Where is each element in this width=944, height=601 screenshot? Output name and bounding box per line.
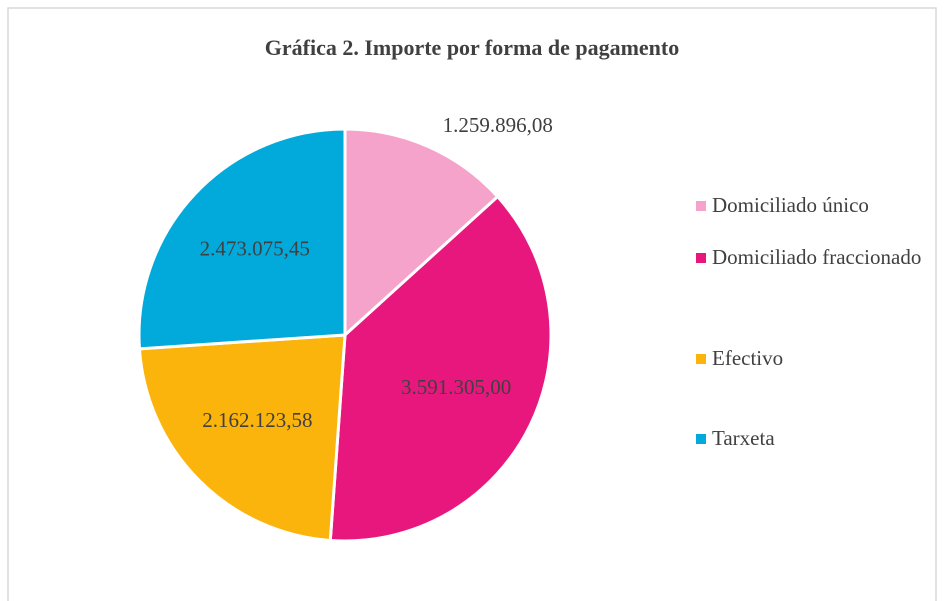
pie-slice <box>137 127 347 351</box>
legend-item: Domiciliado único <box>696 192 869 218</box>
legend-label: Domiciliado fraccionado <box>712 245 922 269</box>
data-label: 3.591.305,00 <box>401 375 511 399</box>
legend-swatch <box>696 354 706 364</box>
legend-label: Domiciliado único <box>712 193 869 217</box>
data-label: 2.473.075,45 <box>200 236 310 260</box>
legend-swatch <box>696 253 706 263</box>
legend-swatch <box>696 201 706 211</box>
pie-slice <box>328 194 553 543</box>
chart-title: Gráfica 2. Importe por forma de pagament… <box>265 35 679 60</box>
data-label: 2.162.123,58 <box>202 408 312 432</box>
pie-slice <box>343 127 500 339</box>
data-label: 1.259.896,08 <box>443 113 553 137</box>
chart-border <box>7 7 937 601</box>
legend-item: Efectivo <box>696 345 783 371</box>
legend-item: Tarxeta <box>696 425 775 451</box>
legend-item: Domiciliado fraccionado <box>696 244 921 270</box>
legend-label: Efectivo <box>712 346 784 370</box>
pie-slice <box>137 333 347 543</box>
legend-label: Tarxeta <box>712 426 775 450</box>
legend-swatch <box>696 434 706 444</box>
